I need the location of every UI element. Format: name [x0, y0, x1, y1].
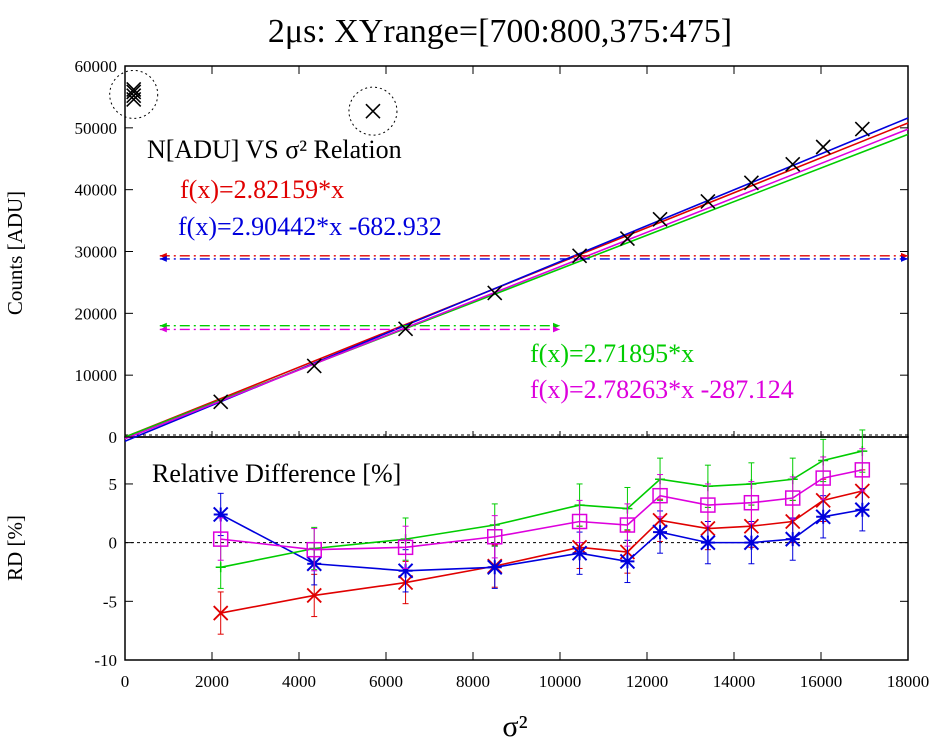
- data-point: [743, 175, 759, 191]
- rd-point-blue: [854, 502, 871, 518]
- data-point: [572, 248, 588, 264]
- x-tick-label: 16000: [800, 672, 843, 691]
- rd-line-magenta: [220, 469, 863, 551]
- x-axis-label: σ²: [502, 710, 527, 743]
- rd-point-blue: [815, 509, 831, 525]
- bottom-plot-marks: [125, 429, 908, 635]
- x-tick-label: 10000: [539, 672, 582, 691]
- bottom-plot-frame: [124, 436, 909, 661]
- rd-point-blue: [397, 563, 414, 579]
- top-y-tick-label: 60000: [75, 57, 118, 76]
- rd-point-magenta: [619, 517, 636, 533]
- fit-label-green: f(x)=2.71895*x: [530, 339, 694, 368]
- data-point: [815, 139, 831, 155]
- rd-point-magenta: [854, 462, 871, 478]
- top-y-tick-label: 50000: [75, 119, 118, 138]
- chart-title: 2μs: XYrange=[700:800,375:475]: [268, 13, 732, 50]
- outlier-point: [365, 103, 381, 119]
- rd-point-magenta: [743, 494, 760, 511]
- data-point: [700, 193, 716, 209]
- data-point: [652, 211, 668, 227]
- data-point: [306, 358, 322, 374]
- range-arrow-right-magenta: [553, 326, 560, 333]
- bottom-y-tick-label: -10: [94, 651, 117, 670]
- x-tick-label: 12000: [626, 672, 669, 691]
- range-arrow-left-blue: [159, 255, 167, 262]
- outlier-point: [126, 88, 142, 104]
- fit-label-red: f(x)=2.82159*x: [180, 175, 344, 204]
- bottom-annotation: Relative Difference [%]: [152, 459, 401, 488]
- x-tick-label: 0: [121, 672, 130, 691]
- range-arrow-right-blue: [901, 255, 908, 262]
- bottom-y-tick-label: -5: [103, 592, 117, 611]
- bottom-y-tick-label: 0: [109, 534, 118, 553]
- rd-point-blue: [212, 506, 229, 523]
- rd-point-magenta: [397, 539, 414, 556]
- outlier-circle: [109, 69, 159, 119]
- rd-point-magenta: [212, 531, 229, 547]
- rd-point-red: [213, 605, 229, 621]
- top-annotation: N[ADU] VS σ² Relation: [147, 135, 402, 164]
- x-tick-label: 14000: [713, 672, 756, 691]
- axis-ticks: 0 10000 20000 30000 40000 50000 60000 -10 -5 0 5 0 2…: [75, 57, 930, 691]
- rd-point-blue: [652, 524, 668, 540]
- rd-point-green: [215, 562, 226, 573]
- outlier-point: [126, 84, 142, 100]
- rd-point-magenta: [652, 487, 668, 504]
- outlier-circle: [348, 86, 398, 136]
- x-tick-label: 6000: [369, 672, 403, 691]
- x-tick-label: 2000: [195, 672, 229, 691]
- data-point: [785, 156, 801, 172]
- data-point: [854, 121, 870, 137]
- rd-point-magenta: [815, 470, 831, 486]
- rd-line-red: [220, 490, 863, 614]
- x-tick-label: 4000: [282, 672, 316, 691]
- rd-point-blue: [571, 545, 588, 561]
- rd-line-green: [220, 450, 863, 569]
- outlier-point: [126, 81, 142, 98]
- fit-line-magenta: [124, 128, 909, 440]
- top-plot-marks: [109, 69, 909, 442]
- rd-point-magenta: [306, 541, 322, 558]
- rd-point-magenta: [700, 497, 716, 513]
- top-y-tick-label: 30000: [75, 243, 118, 262]
- data-point: [398, 321, 414, 337]
- bottom-y-tick-label: 5: [109, 475, 118, 494]
- top-y-tick-label: 20000: [75, 304, 118, 323]
- fit-label-blue: f(x)=2.90442*x -682.932: [178, 212, 442, 241]
- bottom-y-axis-label: RD [%]: [3, 515, 27, 581]
- rd-point-magenta: [784, 490, 801, 506]
- rd-point-blue: [785, 531, 801, 547]
- rd-point-blue: [619, 553, 636, 570]
- data-point: [213, 394, 229, 410]
- top-y-tick-label: 0: [109, 428, 118, 447]
- top-y-axis-label: Counts [ADU]: [3, 191, 27, 315]
- rd-point-magenta: [487, 529, 503, 545]
- x-tick-label: 8000: [456, 672, 490, 691]
- rd-point-blue: [743, 534, 760, 551]
- top-y-tick-label: 10000: [75, 366, 118, 385]
- rd-point-red: [306, 587, 322, 604]
- range-arrow-left-magenta: [159, 326, 167, 333]
- x-tick-label: 18000: [887, 672, 930, 691]
- rd-point-blue: [700, 534, 716, 551]
- top-y-tick-label: 40000: [75, 181, 118, 200]
- data-point: [619, 230, 635, 247]
- data-point: [487, 285, 503, 301]
- rd-point-blue: [487, 559, 503, 575]
- fit-label-magenta: f(x)=2.78263*x -287.124: [530, 375, 794, 404]
- rd-point-magenta: [571, 513, 588, 530]
